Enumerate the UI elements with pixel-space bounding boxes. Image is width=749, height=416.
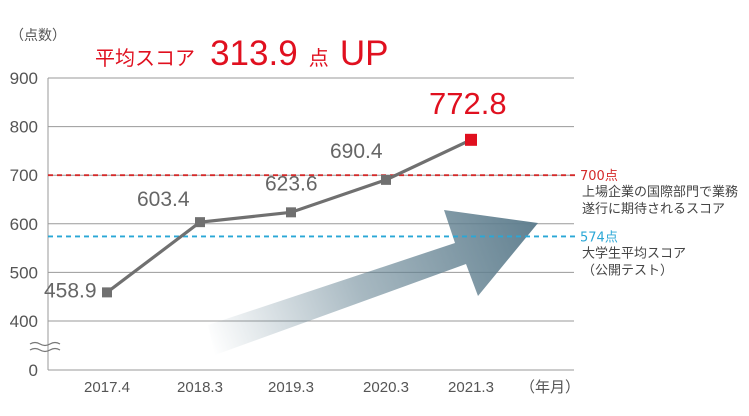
x-tick-label: 2018.3	[177, 379, 223, 396]
data-points	[102, 133, 477, 298]
data-labels: 458.9 603.4 623.6 690.4 772.8	[44, 83, 521, 302]
reference-label-700: 700点	[580, 169, 618, 184]
data-label-2017.4: 458.9	[44, 279, 97, 302]
y-tick-labels: 0 400 500 600 700 800 900	[10, 69, 38, 380]
y-tick-label: 400	[10, 312, 38, 331]
data-point-2021.3	[465, 133, 477, 146]
data-point-2018.3	[195, 217, 205, 228]
x-axis-unit-label: （年月）	[520, 379, 580, 396]
y-axis-unit-label: （点数）	[10, 28, 66, 44]
y-tick-label: 800	[10, 118, 38, 137]
y-tick-label: 700	[10, 166, 38, 185]
headline-number: 313.9	[210, 34, 298, 73]
trend-arrow	[208, 210, 538, 355]
data-label-2020.3: 690.4	[330, 140, 383, 163]
headline: 平均スコア 313.9 点 UP	[95, 34, 389, 73]
reference-note-574: （公開テスト）	[582, 263, 673, 278]
reference-note-700: 遂行に期待されるスコア	[582, 202, 725, 217]
data-point-2020.3	[381, 174, 391, 185]
y-tick-label: 500	[10, 263, 38, 282]
x-tick-label: 2017.4	[84, 379, 130, 396]
data-point-2017.4	[102, 287, 112, 298]
y-tick-label: 900	[10, 69, 38, 88]
x-tick-labels: 2017.4 2018.3 2019.3 2020.3 2021.3	[84, 379, 494, 396]
x-tick-label: 2021.3	[448, 379, 494, 396]
y-tick-label: 600	[10, 215, 38, 234]
headline-unit: 点	[309, 46, 329, 70]
reference-note-700: 上場企業の国際部門で業務	[582, 184, 738, 200]
headline-up: UP	[340, 34, 389, 73]
headline-prefix: 平均スコア	[95, 46, 195, 70]
highlight-label-bg	[421, 83, 521, 120]
data-label-2018.3: 603.4	[137, 188, 190, 211]
reference-label-574: 574点	[580, 230, 618, 245]
reference-note-574: 大学生平均スコア	[582, 245, 686, 261]
data-point-2019.3	[286, 207, 296, 218]
y-tick-label: 0	[29, 361, 38, 380]
axis-break-mark	[29, 341, 61, 353]
data-label-2021.3: 772.8	[429, 86, 507, 121]
data-label-2019.3: 623.6	[265, 172, 318, 195]
x-tick-label: 2019.3	[268, 379, 314, 396]
x-tick-label: 2020.3	[363, 379, 409, 396]
